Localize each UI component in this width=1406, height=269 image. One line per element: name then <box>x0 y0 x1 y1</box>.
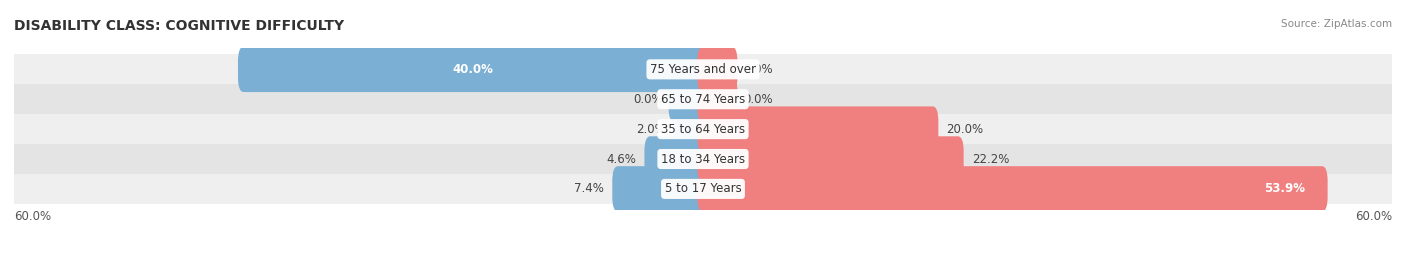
Bar <box>14 174 1392 204</box>
FancyBboxPatch shape <box>644 136 709 182</box>
Text: 7.4%: 7.4% <box>575 182 605 195</box>
Text: 53.9%: 53.9% <box>1264 182 1305 195</box>
FancyBboxPatch shape <box>238 47 709 92</box>
Bar <box>14 114 1392 144</box>
Text: 40.0%: 40.0% <box>453 63 494 76</box>
Text: 60.0%: 60.0% <box>14 210 51 224</box>
Text: 35 to 64 Years: 35 to 64 Years <box>661 123 745 136</box>
Text: 60.0%: 60.0% <box>1355 210 1392 224</box>
FancyBboxPatch shape <box>697 107 938 152</box>
Text: 5 to 17 Years: 5 to 17 Years <box>665 182 741 195</box>
Text: DISABILITY CLASS: COGNITIVE DIFFICULTY: DISABILITY CLASS: COGNITIVE DIFFICULTY <box>14 19 344 33</box>
FancyBboxPatch shape <box>697 47 738 92</box>
FancyBboxPatch shape <box>697 166 1327 212</box>
FancyBboxPatch shape <box>669 76 709 122</box>
Text: 4.6%: 4.6% <box>606 153 637 165</box>
Text: 0.0%: 0.0% <box>744 93 773 106</box>
FancyBboxPatch shape <box>612 166 709 212</box>
Text: 20.0%: 20.0% <box>946 123 984 136</box>
Bar <box>14 54 1392 84</box>
Text: 65 to 74 Years: 65 to 74 Years <box>661 93 745 106</box>
Text: 2.0%: 2.0% <box>637 123 666 136</box>
FancyBboxPatch shape <box>697 76 738 122</box>
Bar <box>14 84 1392 114</box>
Text: 0.0%: 0.0% <box>744 63 773 76</box>
Text: 75 Years and over: 75 Years and over <box>650 63 756 76</box>
Text: 18 to 34 Years: 18 to 34 Years <box>661 153 745 165</box>
Text: 0.0%: 0.0% <box>633 93 662 106</box>
FancyBboxPatch shape <box>675 107 709 152</box>
Text: 22.2%: 22.2% <box>972 153 1010 165</box>
Bar <box>14 144 1392 174</box>
FancyBboxPatch shape <box>697 136 963 182</box>
Text: Source: ZipAtlas.com: Source: ZipAtlas.com <box>1281 19 1392 29</box>
